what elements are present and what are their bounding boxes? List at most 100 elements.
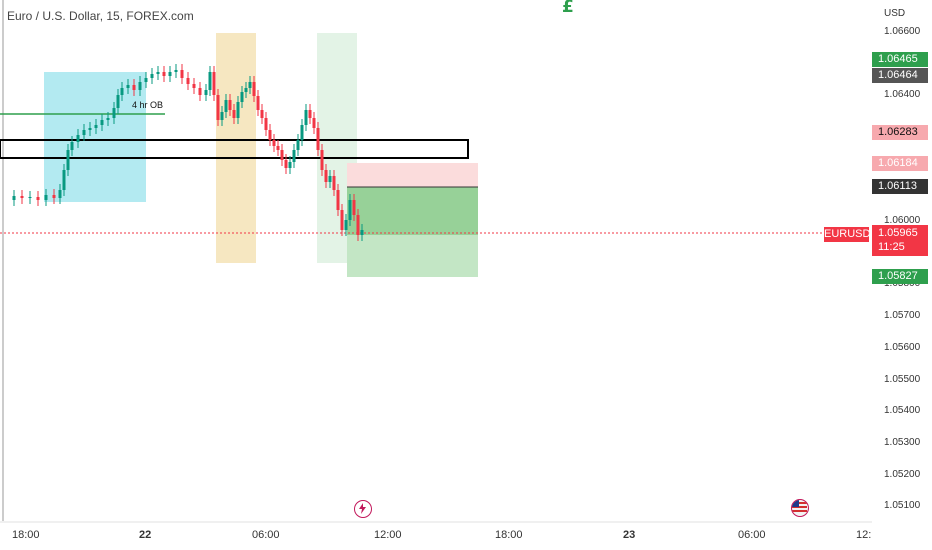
candle-body — [264, 118, 268, 130]
price-tag-target[interactable]: 1.05827 — [872, 269, 928, 284]
candle-body — [88, 128, 92, 130]
axis-label: 1.05200 — [884, 469, 921, 480]
candle-body — [156, 72, 160, 74]
candle-body — [280, 150, 284, 160]
candle-body — [260, 110, 264, 118]
candle-body — [232, 110, 236, 118]
candle-body — [356, 215, 360, 235]
axis-label: 1.06000 — [884, 215, 921, 226]
candle-body — [268, 130, 272, 140]
candle-body — [252, 82, 256, 96]
candle-body — [58, 190, 62, 198]
axis-label: 1.06600 — [884, 26, 921, 37]
candle-body — [240, 92, 244, 102]
candle-body — [28, 197, 32, 198]
bar-countdown: 11:25 — [878, 241, 905, 253]
candle-body — [36, 197, 40, 200]
candle-body — [320, 150, 324, 170]
candle-body — [76, 135, 80, 142]
x-label: 06:00 — [738, 529, 766, 541]
candle-body — [336, 190, 340, 210]
candle-body — [120, 88, 124, 95]
candles[interactable] — [12, 64, 364, 241]
candle-body — [82, 130, 86, 135]
candle-body — [52, 195, 56, 198]
candle-body — [284, 160, 288, 168]
candle-body — [256, 96, 260, 110]
lightning-icon[interactable] — [354, 500, 372, 518]
candle-body — [116, 95, 120, 108]
cyan-zone[interactable] — [44, 72, 146, 202]
x-label: 23 — [623, 529, 636, 541]
candle-body — [288, 162, 292, 168]
candle-body — [12, 196, 16, 200]
candle-body — [216, 95, 220, 120]
candle-body — [44, 195, 48, 200]
candle-body — [224, 100, 228, 112]
candle-body — [296, 140, 300, 150]
x-label: 12: — [856, 529, 872, 541]
candle-body — [180, 70, 184, 78]
candle-body — [174, 70, 178, 72]
candle-body — [186, 78, 190, 84]
price-tag-prev[interactable]: 1.06464 — [872, 68, 928, 83]
currency-label: USD — [884, 8, 906, 19]
candle-body — [348, 200, 352, 220]
candle-body — [20, 196, 24, 198]
stop-loss-zone[interactable] — [347, 163, 478, 187]
candle-body — [70, 142, 74, 150]
orange-zone[interactable] — [216, 33, 256, 263]
candle-body — [308, 110, 312, 118]
candle-body — [328, 176, 332, 182]
candle-body — [138, 82, 142, 90]
order-block-label: 4 hr OB — [132, 100, 164, 110]
candle-body — [66, 150, 70, 170]
candle-body — [168, 72, 172, 76]
current-price: 1.05965 — [878, 227, 918, 239]
candle-body — [106, 118, 110, 120]
price-tag-entry[interactable]: 1.06113 — [872, 179, 928, 194]
candle-body — [144, 78, 148, 82]
candle-body — [360, 230, 364, 235]
candle-body — [340, 210, 344, 230]
candle-body — [344, 220, 348, 230]
axis-label: 1.05100 — [884, 500, 921, 511]
candle-body — [304, 110, 308, 125]
candle-body — [198, 88, 202, 95]
us-flag-icon[interactable] — [791, 499, 809, 517]
axis-label: 1.05500 — [884, 374, 921, 385]
axis-label: 1.05600 — [884, 342, 921, 353]
price-tag-level[interactable]: 1.06283 — [872, 125, 928, 140]
candle-body — [208, 72, 212, 90]
x-label: 18:00 — [12, 529, 40, 541]
axis-label: 1.05700 — [884, 310, 921, 321]
price-tag-stop[interactable]: 1.06184 — [872, 156, 928, 171]
candle-body — [62, 170, 66, 190]
candle-body — [312, 118, 316, 128]
price-tag-high[interactable]: 1.06465 — [872, 52, 928, 67]
candle-body — [112, 108, 116, 118]
candle-body — [332, 176, 336, 190]
key-level-box[interactable] — [0, 139, 469, 159]
candle-body — [244, 88, 248, 92]
profit-progress-zone — [347, 187, 478, 235]
candle-body — [228, 100, 232, 110]
pound-marker-icon: £ — [562, 0, 574, 17]
axis-label: 1.05400 — [884, 405, 921, 416]
chart-title: Euro / U.S. Dollar, 15, FOREX.com — [7, 9, 194, 23]
candle-body — [236, 102, 240, 118]
axis-label: 1.05300 — [884, 437, 921, 448]
candle-body — [132, 85, 136, 90]
x-label: 12:00 — [374, 529, 402, 541]
symbol-tag[interactable]: EURUSD — [824, 227, 871, 242]
candle-body — [352, 200, 356, 215]
current-price-tag[interactable]: 1.05965 11:25 — [872, 225, 928, 256]
candle-body — [162, 72, 166, 76]
candle-body — [212, 72, 216, 95]
candle-body — [220, 112, 224, 120]
x-label: 22 — [139, 529, 152, 541]
candle-body — [324, 170, 328, 182]
candle-body — [292, 150, 296, 162]
candle-body — [272, 140, 276, 146]
